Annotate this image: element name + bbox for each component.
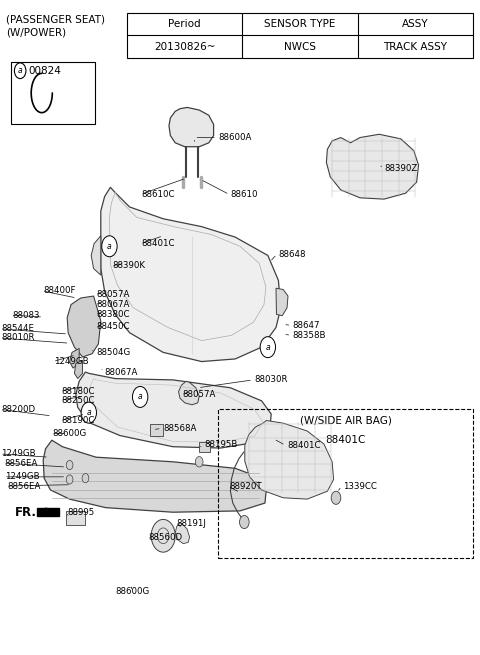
- Circle shape: [66, 475, 73, 484]
- Polygon shape: [101, 187, 281, 362]
- Polygon shape: [74, 360, 83, 379]
- Bar: [11, 62, 95, 124]
- Text: (PASSENGER SEAT)
(W/POWER): (PASSENGER SEAT) (W/POWER): [6, 14, 105, 37]
- Text: 88647: 88647: [293, 321, 320, 330]
- Bar: [66, 511, 85, 525]
- Text: a: a: [86, 408, 91, 417]
- Text: 88250C: 88250C: [61, 396, 95, 405]
- Text: 88544E: 88544E: [1, 324, 34, 333]
- Text: 88610C: 88610C: [142, 190, 175, 199]
- Text: 88600G: 88600G: [53, 429, 87, 438]
- Text: 88190C: 88190C: [61, 416, 95, 425]
- Text: 88400F: 88400F: [43, 286, 76, 295]
- Text: 88195B: 88195B: [204, 440, 238, 449]
- Text: 88390Z: 88390Z: [384, 164, 417, 174]
- Text: NWCS: NWCS: [284, 41, 316, 52]
- Circle shape: [82, 474, 89, 483]
- Text: a: a: [138, 392, 143, 402]
- Text: TRACK ASSY: TRACK ASSY: [383, 41, 447, 52]
- Bar: [218, 409, 473, 558]
- Polygon shape: [245, 421, 334, 499]
- Text: FR.: FR.: [14, 506, 36, 519]
- Text: 88568A: 88568A: [163, 424, 197, 433]
- Text: SENSOR TYPE: SENSOR TYPE: [264, 19, 336, 29]
- Text: Period: Period: [168, 19, 201, 29]
- Text: 88401C: 88401C: [325, 435, 366, 445]
- Text: 88057A: 88057A: [96, 290, 130, 299]
- Polygon shape: [91, 236, 101, 275]
- Text: 88358B: 88358B: [293, 331, 326, 340]
- Text: 1339CC: 1339CC: [343, 481, 377, 491]
- Text: a: a: [107, 242, 112, 251]
- Text: 88600A: 88600A: [218, 133, 252, 142]
- Bar: [150, 424, 163, 436]
- Text: a: a: [18, 66, 23, 75]
- Polygon shape: [76, 372, 271, 448]
- Circle shape: [132, 386, 148, 407]
- Text: 88450C: 88450C: [96, 322, 130, 331]
- Circle shape: [331, 491, 341, 504]
- Text: 88600G: 88600G: [115, 587, 149, 596]
- Text: 88380C: 88380C: [96, 310, 130, 319]
- Bar: [199, 442, 210, 452]
- Text: 88057A: 88057A: [182, 390, 216, 399]
- Text: 8856EA: 8856EA: [7, 481, 41, 491]
- Text: 8856EA: 8856EA: [5, 458, 38, 468]
- Text: 88083: 88083: [12, 310, 39, 320]
- Bar: [127, 13, 473, 58]
- Text: a: a: [265, 343, 270, 352]
- Text: 00824: 00824: [29, 66, 61, 76]
- Polygon shape: [276, 288, 288, 316]
- Circle shape: [260, 337, 276, 358]
- Text: 88401C: 88401C: [142, 239, 175, 248]
- Text: 88067A: 88067A: [105, 367, 138, 377]
- Text: 88995: 88995: [67, 508, 95, 517]
- Text: 88180C: 88180C: [61, 386, 95, 396]
- Text: 88010R: 88010R: [1, 333, 35, 343]
- Circle shape: [240, 515, 249, 529]
- Polygon shape: [326, 134, 419, 199]
- Text: ASSY: ASSY: [402, 19, 429, 29]
- Circle shape: [195, 457, 203, 467]
- Text: 88067A: 88067A: [96, 300, 130, 309]
- Polygon shape: [179, 381, 199, 405]
- Polygon shape: [70, 348, 79, 368]
- Text: 1249GB: 1249GB: [54, 357, 88, 366]
- Text: 88030R: 88030R: [254, 375, 288, 384]
- Text: 88191J: 88191J: [177, 519, 206, 529]
- Polygon shape: [169, 107, 214, 147]
- Text: 20130826~: 20130826~: [154, 41, 216, 52]
- Text: 1249GB: 1249GB: [1, 449, 36, 458]
- Text: (W/SIDE AIR BAG): (W/SIDE AIR BAG): [300, 415, 392, 425]
- Text: 88401C: 88401C: [287, 441, 321, 450]
- Circle shape: [102, 236, 117, 257]
- Text: 88648: 88648: [278, 250, 306, 259]
- Text: 88390K: 88390K: [113, 261, 146, 271]
- Circle shape: [66, 460, 73, 470]
- Polygon shape: [67, 296, 101, 357]
- Circle shape: [81, 402, 96, 423]
- Text: 88560D: 88560D: [149, 533, 183, 542]
- Text: 88504G: 88504G: [96, 348, 130, 357]
- Polygon shape: [43, 440, 266, 512]
- Polygon shape: [37, 508, 59, 516]
- Text: 88610: 88610: [230, 190, 258, 199]
- Polygon shape: [175, 523, 190, 544]
- Circle shape: [151, 519, 175, 552]
- Text: 1249GB: 1249GB: [5, 472, 39, 481]
- Text: 88920T: 88920T: [229, 481, 262, 491]
- Text: 88200D: 88200D: [1, 405, 35, 414]
